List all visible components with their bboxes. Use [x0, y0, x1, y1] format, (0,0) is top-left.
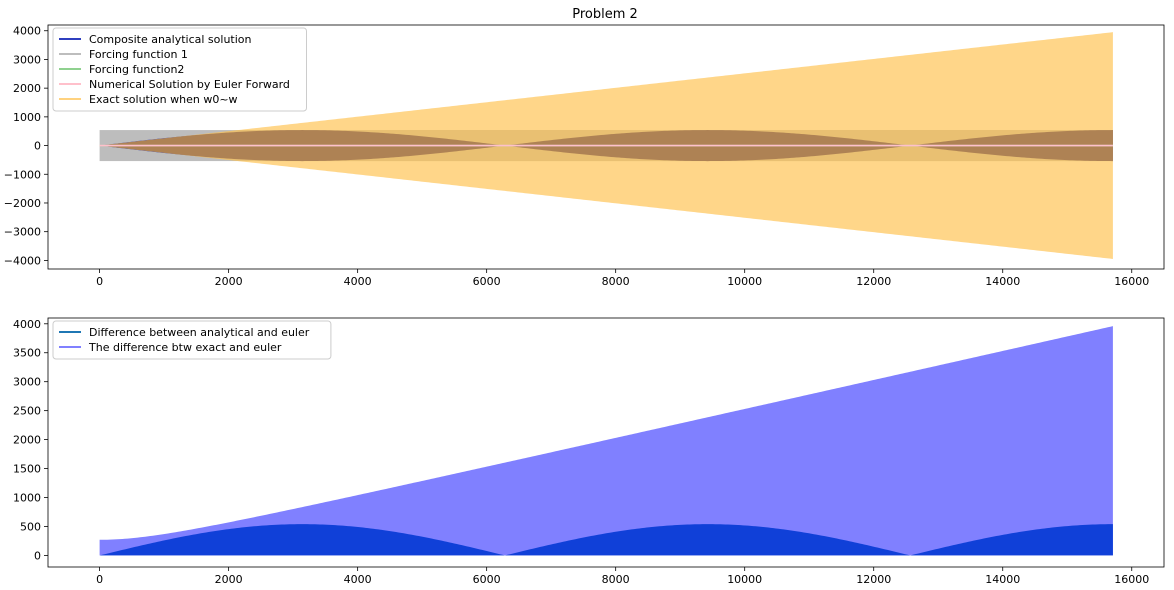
top-chart-y-axis: −4000 −3000 −2000 −1000 0 1000 2000 3000 4000: [4, 25, 48, 267]
bottom-chart-plot-area: [99, 326, 1113, 556]
x-tick-label: 10000: [727, 275, 762, 288]
bottom-chart-x-axis: 0 2000 4000 6000 8000 10000 12000 14000 16000: [96, 567, 1149, 586]
top-chart-x-axis: 0 2000 4000 6000 8000 10000 12000 14000 16000: [96, 269, 1149, 288]
x-tick-label: 16000: [1114, 275, 1149, 288]
y-tick-label: 1500: [13, 463, 41, 476]
y-tick-label: 2000: [13, 82, 41, 95]
x-tick-label: 4000: [344, 573, 372, 586]
x-tick-label: 10000: [727, 573, 762, 586]
legend-box: [52, 320, 332, 360]
y-tick-label: 2500: [13, 405, 41, 418]
x-tick-label: 0: [96, 275, 103, 288]
x-tick-label: 12000: [856, 275, 891, 288]
series-difference-analytical-euler: [99, 524, 1113, 556]
y-tick-label: −3000: [4, 226, 41, 239]
top-chart-plot-area: [99, 32, 1113, 259]
legend-label: Difference between analytical and euler: [89, 326, 310, 339]
x-tick-label: 0: [96, 573, 103, 586]
bottom-chart-y-axis: 0 500 1000 1500 2000 2500 3000 3500 4000: [13, 318, 48, 562]
top-chart: Problem 2 0 2000 4000 6000 8000 10000 12000 140…: [4, 7, 1165, 288]
y-tick-label: −2000: [4, 197, 41, 210]
y-tick-label: 0: [34, 140, 41, 153]
y-tick-label: −4000: [4, 254, 41, 267]
top-chart-title: Problem 2: [572, 7, 638, 22]
bottom-chart-frame: [47, 317, 1165, 568]
bottom-chart: 0 2000 4000 6000 8000 10000 12000 14000 16000 0 5…: [13, 317, 1165, 586]
x-tick-label: 4000: [344, 275, 372, 288]
x-tick-label: 8000: [602, 573, 630, 586]
y-tick-label: 3000: [13, 376, 41, 389]
top-chart-legend: Composite analytical solution Forcing fun…: [52, 27, 307, 112]
x-tick-label: 2000: [215, 573, 243, 586]
legend-label: Composite analytical solution: [89, 33, 252, 46]
y-tick-label: 1000: [13, 492, 41, 505]
x-tick-label: 12000: [856, 573, 891, 586]
series-difference-exact-euler: [99, 326, 1113, 556]
y-tick-label: 1000: [13, 111, 41, 124]
bottom-chart-legend: Difference between analytical and euler T…: [52, 320, 332, 360]
y-tick-label: 0: [34, 549, 41, 562]
legend-label: Exact solution when w0~w: [89, 93, 238, 106]
top-chart-frame: [47, 24, 1165, 270]
y-tick-label: 2000: [13, 434, 41, 447]
x-tick-label: 16000: [1114, 573, 1149, 586]
y-tick-label: 4000: [13, 318, 41, 331]
y-tick-label: −1000: [4, 168, 41, 181]
x-tick-label: 6000: [473, 573, 501, 586]
legend-label: Forcing function 1: [89, 48, 188, 61]
x-tick-label: 6000: [473, 275, 501, 288]
y-tick-label: 3000: [13, 53, 41, 66]
y-tick-label: 3500: [13, 347, 41, 360]
legend-label: Numerical Solution by Euler Forward: [89, 78, 290, 91]
x-tick-label: 8000: [602, 275, 630, 288]
x-tick-label: 2000: [215, 275, 243, 288]
legend-label: Forcing function2: [89, 63, 184, 76]
x-tick-label: 14000: [985, 275, 1020, 288]
y-tick-label: 500: [20, 520, 41, 533]
y-tick-label: 4000: [13, 25, 41, 38]
legend-label: The difference btw exact and euler: [88, 341, 282, 354]
legend-box: [52, 27, 307, 112]
x-tick-label: 14000: [985, 573, 1020, 586]
